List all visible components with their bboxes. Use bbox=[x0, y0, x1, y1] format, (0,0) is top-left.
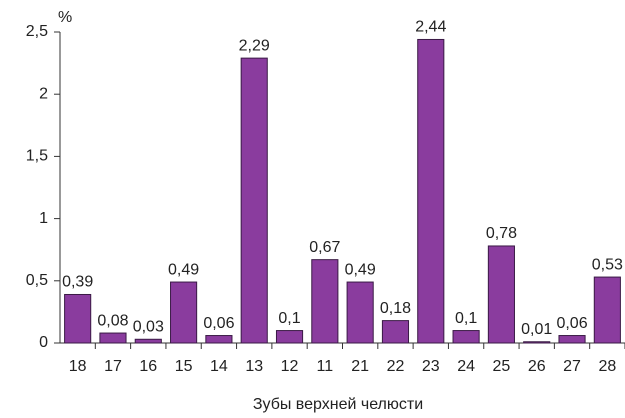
x-tick-label: 23 bbox=[422, 358, 440, 375]
y-tick-label: 1,5 bbox=[26, 148, 48, 165]
bar bbox=[487, 245, 515, 344]
bar bbox=[275, 330, 304, 344]
value-label: 0,1 bbox=[278, 310, 300, 327]
x-tick-label: 27 bbox=[563, 358, 581, 375]
value-label: 0,53 bbox=[592, 256, 623, 273]
value-label: 0,49 bbox=[345, 261, 376, 278]
x-tick-label: 17 bbox=[104, 358, 122, 375]
bar bbox=[593, 276, 621, 344]
value-label: 0,06 bbox=[556, 315, 587, 332]
x-tick-label: 26 bbox=[528, 358, 546, 375]
x-tick-label: 11 bbox=[317, 358, 334, 375]
bar bbox=[311, 259, 339, 344]
value-label: 0,49 bbox=[168, 261, 199, 278]
bar bbox=[240, 57, 268, 344]
bar bbox=[134, 338, 162, 344]
x-tick-label: 15 bbox=[175, 358, 193, 375]
y-tick-label: 2 bbox=[39, 85, 48, 102]
bar bbox=[558, 335, 586, 344]
value-label: 0,67 bbox=[309, 239, 340, 256]
x-tick-label: 13 bbox=[245, 358, 263, 375]
value-label: 0,1 bbox=[455, 310, 477, 327]
bar bbox=[417, 38, 445, 344]
x-tick-label: 22 bbox=[387, 358, 405, 375]
x-tick-label: 12 bbox=[281, 358, 299, 375]
y-tick-label: 2,5 bbox=[26, 23, 48, 40]
bar bbox=[99, 332, 127, 344]
value-label: 0,08 bbox=[97, 312, 128, 329]
value-label: 0,78 bbox=[486, 225, 517, 242]
x-tick-label: 28 bbox=[598, 358, 616, 375]
bar bbox=[346, 281, 374, 344]
value-label: 2,29 bbox=[239, 37, 270, 54]
bar bbox=[205, 335, 233, 344]
x-tick-label: 21 bbox=[351, 358, 369, 375]
bar bbox=[381, 320, 410, 344]
x-tick-label: 24 bbox=[457, 358, 475, 375]
unit-label: % bbox=[58, 9, 72, 26]
x-tick-label: 16 bbox=[139, 358, 157, 375]
x-tick-label: 14 bbox=[210, 358, 228, 375]
value-label: 0,18 bbox=[380, 300, 411, 317]
bar bbox=[170, 281, 198, 344]
x-tick-label: 18 bbox=[69, 358, 87, 375]
bar bbox=[452, 330, 480, 344]
bar bbox=[523, 341, 551, 344]
x-tick-label: 25 bbox=[493, 358, 511, 375]
value-label: 0,01 bbox=[521, 321, 552, 338]
bar bbox=[64, 293, 92, 344]
value-label: 0,03 bbox=[133, 318, 164, 335]
x-axis-label: Зубы верхней челюсти bbox=[253, 396, 423, 413]
value-label: 0,39 bbox=[62, 274, 93, 291]
value-label: 0,06 bbox=[203, 315, 234, 332]
y-tick-label: 0 bbox=[39, 334, 48, 351]
value-label: 2,44 bbox=[415, 19, 446, 36]
y-tick-label: 0,5 bbox=[26, 272, 48, 289]
y-tick-label: 1 bbox=[39, 210, 48, 227]
